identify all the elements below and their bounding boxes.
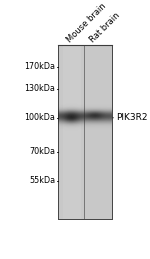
Bar [58, 45, 112, 219]
Text: 55kDa: 55kDa [29, 176, 55, 185]
Text: Mouse brain: Mouse brain [65, 1, 108, 44]
Bar [86, 45, 104, 219]
Text: 130kDa: 130kDa [24, 84, 55, 93]
Bar [63, 45, 81, 219]
Text: 170kDa: 170kDa [24, 62, 55, 71]
Text: 100kDa: 100kDa [24, 113, 55, 122]
Text: 70kDa: 70kDa [29, 147, 55, 156]
Text: Rat brain: Rat brain [88, 10, 122, 44]
Text: PIK3R2: PIK3R2 [113, 113, 148, 122]
